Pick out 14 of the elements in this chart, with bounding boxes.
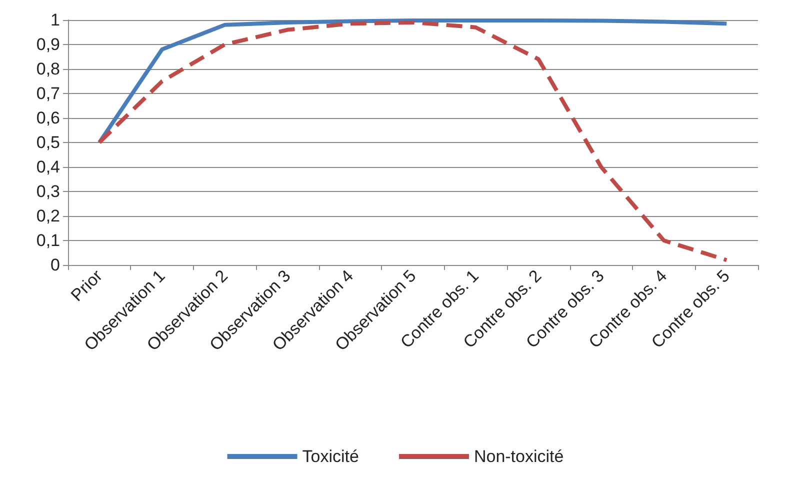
y-tick-label: 0,7 [36,84,60,103]
y-tick-label: 1 [50,10,60,30]
y-tick-label: 0,6 [36,108,60,128]
y-tick-label: 0 [50,256,60,274]
legend-label: Non-toxicité [474,447,564,466]
y-tick-label: 0,8 [36,60,60,78]
line-series [97,20,729,262]
y-tick-label: 0,1 [36,231,60,250]
y-tick-label: 0,9 [36,35,60,54]
y-tick-label: 0,4 [36,158,60,176]
legend-label: Toxicité [302,447,359,466]
y-tick-label: 0,5 [36,133,60,152]
y-tick-label: 0,2 [36,206,60,226]
y-tick-label: 0,3 [36,182,60,201]
